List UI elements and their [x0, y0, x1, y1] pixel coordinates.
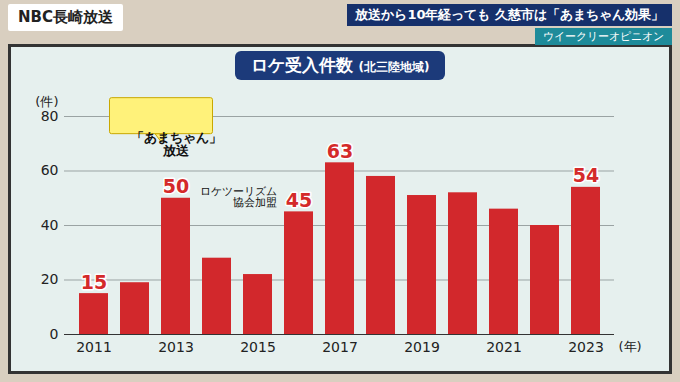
- svg-text:54: 54: [573, 164, 599, 186]
- svg-text:「あまちゃん」放送: 「あまちゃん」放送: [131, 130, 222, 158]
- html-text:ウイークリーオピニオン: ウイークリーオピニオン: [543, 30, 664, 43]
- svg-text:40: 40: [41, 217, 59, 233]
- html-text:ロケ受入件数 (北三陸地域): ロケ受入件数 (北三陸地域): [250, 55, 430, 75]
- svg-text:2023: 2023: [568, 339, 604, 355]
- svg-text:60: 60: [41, 162, 59, 178]
- svg-text:20: 20: [41, 271, 59, 287]
- svg-text:45: 45: [286, 189, 312, 211]
- svg-text:(件): (件): [35, 94, 58, 109]
- svg-text:2011: 2011: [76, 339, 112, 355]
- svg-text:ロケツーリズム協会加盟: ロケツーリズム協会加盟: [200, 185, 277, 209]
- svg-text:63: 63: [327, 140, 353, 162]
- svg-text:2013: 2013: [158, 339, 194, 355]
- svg-text:2021: 2021: [486, 339, 522, 355]
- svg-text:2017: 2017: [322, 339, 358, 355]
- svg-text:80: 80: [41, 108, 59, 124]
- svg-text:0: 0: [50, 326, 59, 342]
- svg-text:2015: 2015: [240, 339, 276, 355]
- svg-text:15: 15: [81, 271, 107, 293]
- html-text:NBC長崎放送: NBC長崎放送: [18, 8, 113, 26]
- svg-text:50: 50: [163, 175, 189, 197]
- html-text:放送から10年経っても 久慈市は「あまちゃん効果」: 放送から10年経っても 久慈市は「あまちゃん効果」: [355, 7, 664, 22]
- svg-text:2019: 2019: [404, 339, 440, 355]
- svg-text:(年): (年): [619, 339, 642, 354]
